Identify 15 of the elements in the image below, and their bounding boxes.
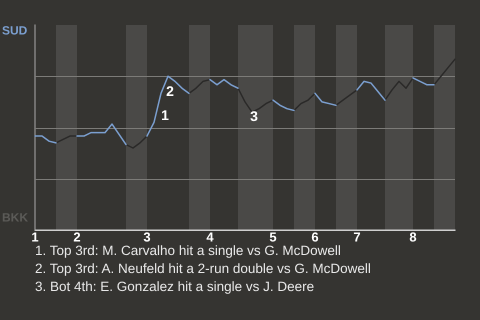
text: 2. Top 3rd: A. Neufeld hit a 2-run double vs G. McDowell bbox=[35, 260, 371, 278]
text: 1. Top 3rd: M. Carvalho hit a single vs G. McDowell bbox=[35, 243, 341, 258]
annotation: 1 bbox=[161, 106, 170, 123]
x-tick-label: 7 bbox=[353, 229, 361, 244]
annotation: 3 bbox=[250, 108, 258, 124]
x-tick-label: 3 bbox=[143, 229, 151, 244]
x-tick-label: 2 bbox=[73, 229, 81, 244]
annotation: 2 bbox=[166, 82, 174, 99]
x-tick-label: 5 bbox=[269, 229, 277, 244]
x-tick-label: 1 bbox=[31, 229, 39, 244]
text: SUD bbox=[2, 23, 28, 38]
text: 3. Bot 4th: E. Gonzalez hit a single vs J. Deere bbox=[35, 278, 316, 296]
x-tick-label: 8 bbox=[409, 229, 417, 244]
x-tick-label: 4 bbox=[206, 229, 214, 244]
x-tick-label: 6 bbox=[311, 229, 319, 244]
